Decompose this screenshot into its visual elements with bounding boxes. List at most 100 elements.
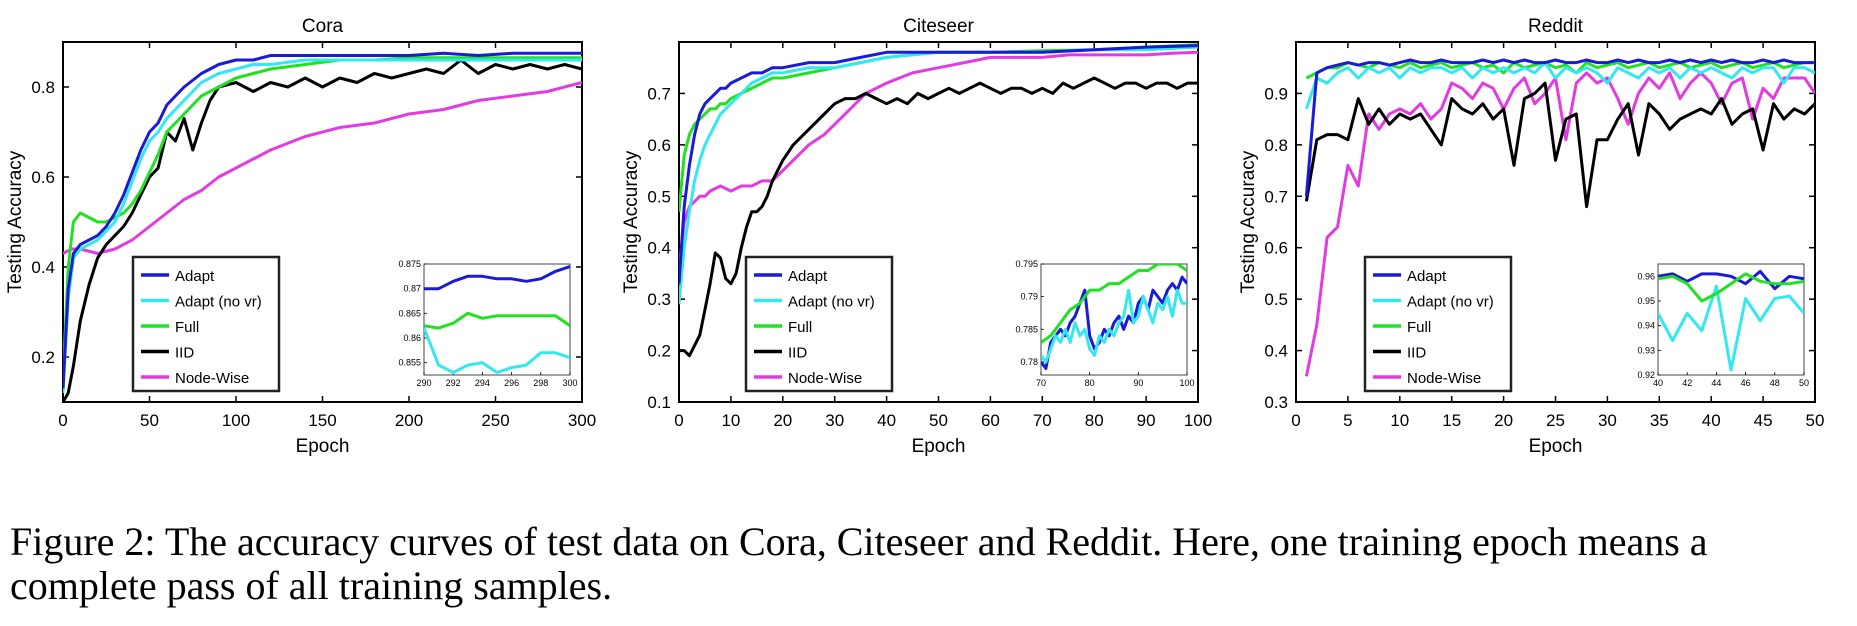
y-axis-label: Testing Accuracy xyxy=(621,150,642,293)
inset-y-tick-label: 0.785 xyxy=(1015,324,1038,334)
x-axis-label: Epoch xyxy=(1529,436,1583,457)
series-line-adapt xyxy=(679,44,1198,284)
x-tick-label: 80 xyxy=(1085,411,1104,430)
x-tick-label: 50 xyxy=(1806,411,1825,430)
inset-x-tick-label: 48 xyxy=(1770,378,1780,388)
x-tick-label: 150 xyxy=(308,411,336,430)
y-tick-label: 0.7 xyxy=(647,84,671,103)
inset-y-tick-label: 0.95 xyxy=(1637,296,1655,306)
x-tick-label: 70 xyxy=(1033,411,1052,430)
legend: Adapt Adapt (no vr) Full IID Node-Wise xyxy=(1363,255,1513,393)
series-line-iid xyxy=(679,76,1198,358)
inset-y-tick-label: 0.93 xyxy=(1637,345,1655,355)
y-tick-label: 0.3 xyxy=(647,290,671,309)
x-tick-label: 45 xyxy=(1754,411,1773,430)
series-line-adapt-no-vr xyxy=(1304,61,1815,110)
legend-label-full: Full xyxy=(788,319,812,336)
inset-y-tick-label: 0.78 xyxy=(1020,357,1038,367)
x-tick-label: 10 xyxy=(721,411,740,430)
inset-x-tick-label: 292 xyxy=(446,378,461,388)
inset-series-line-full xyxy=(424,311,570,330)
x-tick-label: 40 xyxy=(1702,411,1721,430)
inset-series-line-full xyxy=(1041,264,1187,344)
inset-x-tick-label: 44 xyxy=(1711,378,1721,388)
legend-label-adapt: Adapt xyxy=(175,268,215,285)
legend-label-node-wise: Node-Wise xyxy=(1407,370,1481,387)
inset-y-tick-label: 0.855 xyxy=(398,358,421,368)
y-tick-label: 0.4 xyxy=(647,239,671,258)
inset-series-line-full xyxy=(1658,272,1804,303)
legend-box xyxy=(131,255,281,393)
x-tick-label: 250 xyxy=(481,411,509,430)
y-tick-label: 0.5 xyxy=(647,187,671,206)
inset-y-tick-label: 0.86 xyxy=(403,333,421,343)
chart-panel-reddit: Reddit 0 5 10 15 20 25 30 35 40 45 50 0.3 0.4 0.5 0.6 0.… xyxy=(1238,16,1824,457)
series-line-iid xyxy=(63,58,582,402)
y-tick-label: 0.6 xyxy=(31,168,55,187)
inset-series-line-adapt xyxy=(424,265,570,291)
x-tick-label: 50 xyxy=(929,411,948,430)
inset-y-tick-label: 0.79 xyxy=(1020,292,1038,302)
x-tick-label: 300 xyxy=(568,411,596,430)
x-tick-label: 25 xyxy=(1546,411,1565,430)
y-tick-label: 0.1 xyxy=(647,393,671,412)
y-tick-label: 0.7 xyxy=(1264,187,1288,206)
y-tick-label: 0.4 xyxy=(31,258,55,277)
inset-x-tick-label: 80 xyxy=(1085,378,1095,388)
chart-title: Cora xyxy=(302,16,344,37)
legend-label-iid: IID xyxy=(788,345,807,362)
inset-y-tick-label: 0.87 xyxy=(403,284,421,294)
y-tick-label: 0.8 xyxy=(31,78,55,97)
inset-x-tick-label: 294 xyxy=(475,378,490,388)
inset-series-line-adapt xyxy=(1041,275,1187,370)
inset-series-line-adapt-no-vr xyxy=(1041,288,1187,364)
legend-box xyxy=(1363,255,1513,393)
legend-box xyxy=(744,255,894,393)
y-tick-label: 0.3 xyxy=(1264,393,1288,412)
series-line-node-wise xyxy=(63,81,582,255)
legend-label-adapt-no-vr: Adapt (no vr) xyxy=(788,294,875,311)
y-axis-label: Testing Accuracy xyxy=(1238,150,1259,293)
legend-label-iid: IID xyxy=(175,345,194,362)
x-tick-label: 90 xyxy=(1137,411,1156,430)
x-tick-label: 5 xyxy=(1343,411,1352,430)
inset-y-tick-label: 0.865 xyxy=(398,308,421,318)
inset-series-line-adapt-no-vr xyxy=(424,327,570,374)
x-tick-label: 200 xyxy=(395,411,423,430)
chart-panel-citeseer: Citeseer 0 10 20 30 40 50 60 70 80 90 100 0.1 0.2 0.3 0… xyxy=(621,16,1212,457)
x-tick-label: 0 xyxy=(674,411,683,430)
figure-caption: Figure 2: The accuracy curves of test da… xyxy=(10,519,1708,608)
legend-label-iid: IID xyxy=(1407,345,1426,362)
legend: Adapt Adapt (no vr) Full IID Node-Wise xyxy=(131,255,281,393)
inset-plot: 290 292 294 296 298 300 0.855 0.86 0.865 0.87 0.87… xyxy=(398,259,577,388)
x-tick-label: 35 xyxy=(1650,411,1669,430)
x-tick-label: 100 xyxy=(1184,411,1212,430)
inset-plot: 70 80 90 100 0.78 0.785 0.79 0.795 xyxy=(1015,259,1194,388)
inset-x-tick-label: 300 xyxy=(562,378,577,388)
inset-x-tick-label: 46 xyxy=(1741,378,1751,388)
x-tick-label: 20 xyxy=(1494,411,1513,430)
series-line-node-wise xyxy=(679,50,1198,269)
inset-x-tick-label: 50 xyxy=(1799,378,1809,388)
series-line-adapt-no-vr xyxy=(63,58,582,394)
inset-x-tick-label: 296 xyxy=(504,378,519,388)
inset-y-tick-label: 0.96 xyxy=(1637,271,1655,281)
x-tick-label: 20 xyxy=(773,411,792,430)
inset-x-tick-label: 40 xyxy=(1653,378,1663,388)
y-tick-label: 0.5 xyxy=(1264,290,1288,309)
inset-x-tick-label: 100 xyxy=(1179,378,1194,388)
legend-label-adapt-no-vr: Adapt (no vr) xyxy=(175,294,262,311)
y-tick-label: 0.9 xyxy=(1264,84,1288,103)
x-axis-label: Epoch xyxy=(912,436,966,457)
y-tick-label: 0.6 xyxy=(647,136,671,155)
y-tick-label: 0.8 xyxy=(1264,136,1288,155)
y-tick-label: 0.2 xyxy=(31,348,55,367)
legend-label-adapt: Adapt xyxy=(1407,268,1447,285)
chart-title: Reddit xyxy=(1528,16,1584,37)
x-tick-label: 50 xyxy=(140,411,159,430)
inset-x-tick-label: 298 xyxy=(533,378,548,388)
inset-y-tick-label: 0.795 xyxy=(1015,259,1038,269)
series-line-iid xyxy=(1304,81,1815,209)
legend-label-full: Full xyxy=(175,319,199,336)
x-tick-label: 30 xyxy=(825,411,844,430)
